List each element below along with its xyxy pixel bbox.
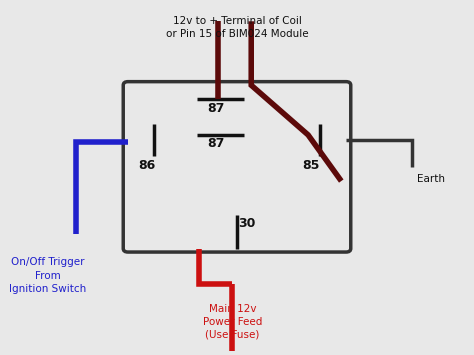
Text: Earth: Earth xyxy=(417,174,445,184)
Text: Main 12v
Power Feed
(Use Fuse): Main 12v Power Feed (Use Fuse) xyxy=(202,304,262,340)
Text: On/Off Trigger
From
Ignition Switch: On/Off Trigger From Ignition Switch xyxy=(9,257,86,294)
Text: 86: 86 xyxy=(138,159,155,171)
Text: 87: 87 xyxy=(207,102,224,115)
Text: 30: 30 xyxy=(238,217,255,230)
Text: 12v to + Terminal of Coil
or Pin 15 of BIM024 Module: 12v to + Terminal of Coil or Pin 15 of B… xyxy=(166,16,308,39)
Text: 87: 87 xyxy=(207,137,224,150)
Text: 85: 85 xyxy=(302,159,319,171)
